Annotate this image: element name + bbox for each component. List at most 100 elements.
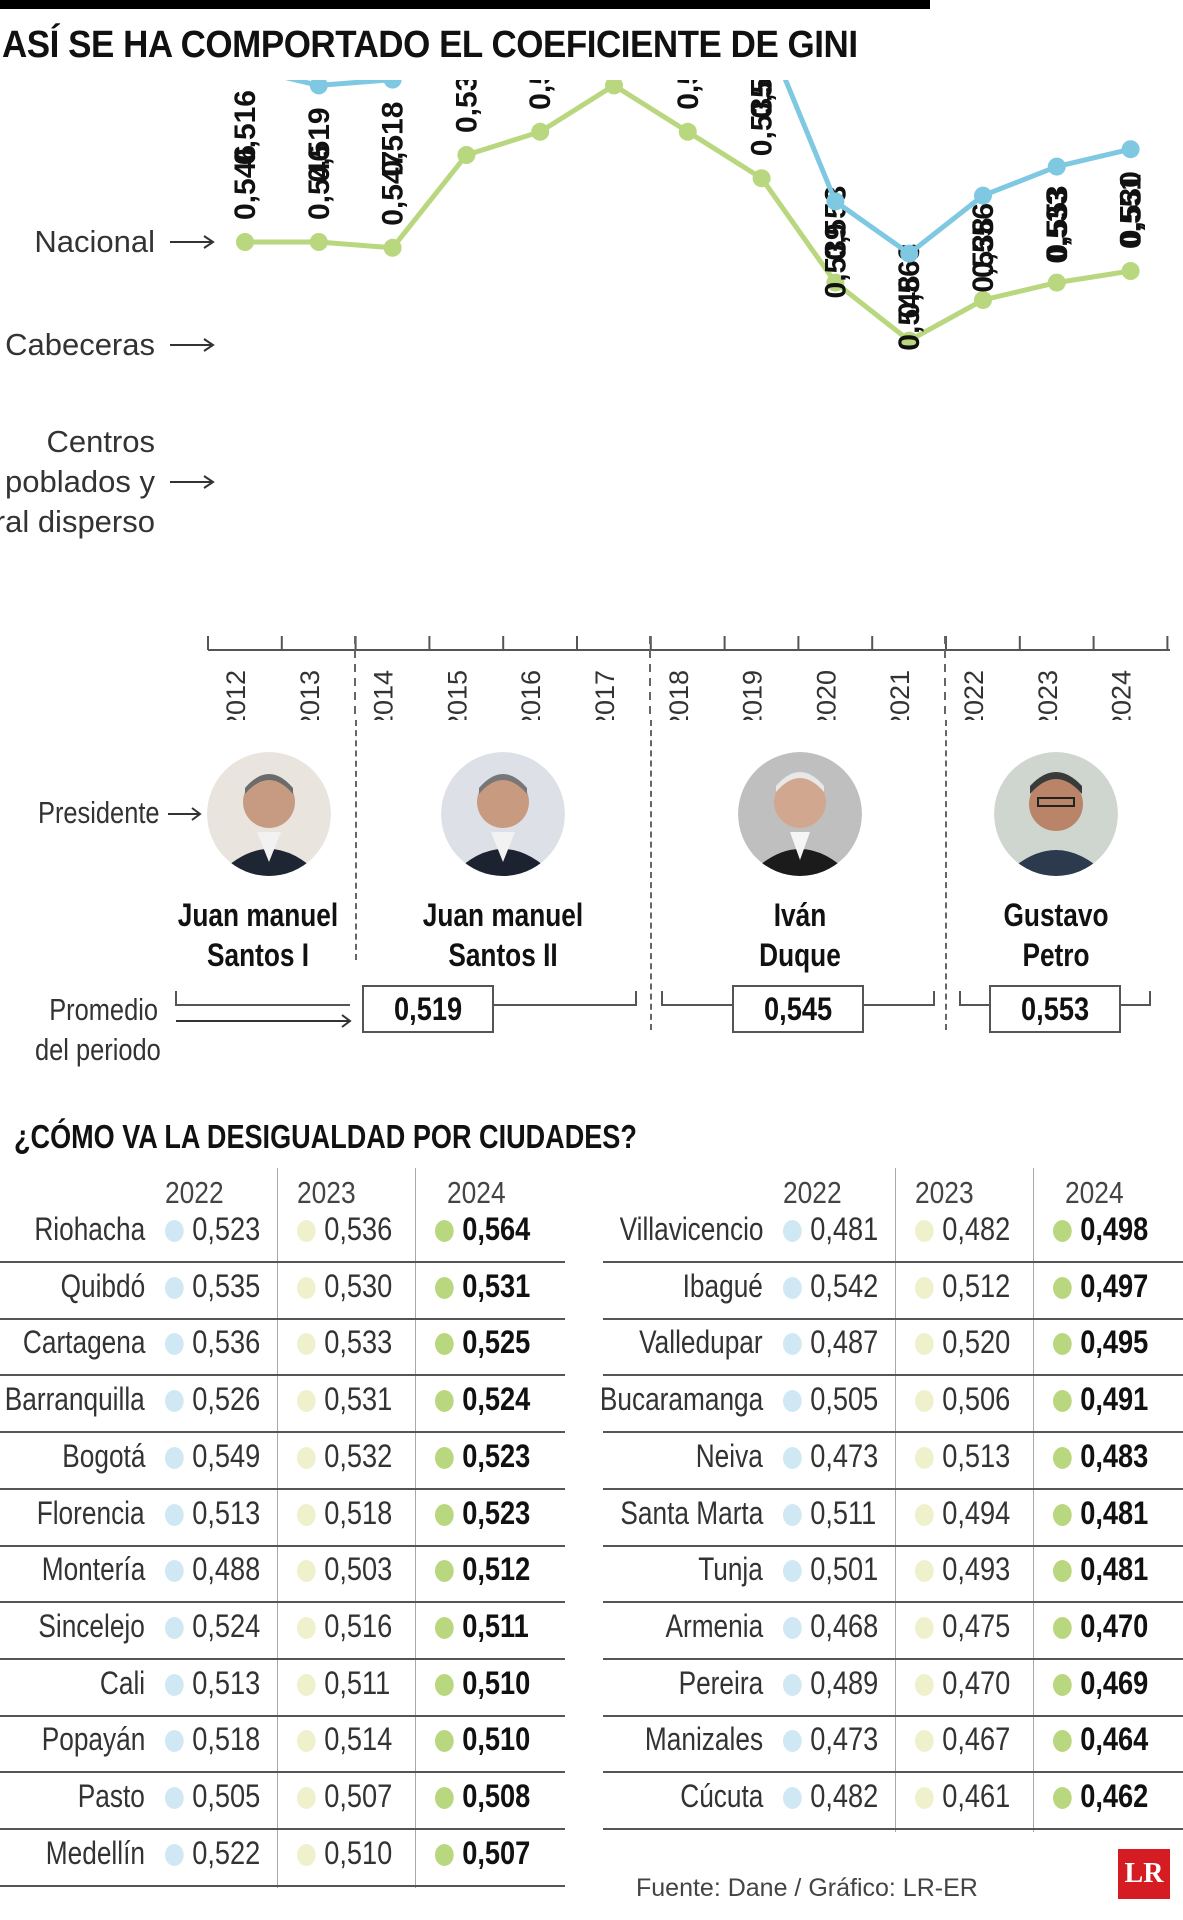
president-name-petro: Gustavo Petro xyxy=(974,895,1138,975)
legend-dot-icon xyxy=(165,1220,184,1242)
president-name-line: Santos I xyxy=(206,937,310,973)
portrait-icon xyxy=(207,752,331,876)
value-text: 0,522 xyxy=(192,1834,261,1871)
value-text: 0,461 xyxy=(942,1778,1011,1814)
column-divider xyxy=(1033,1168,1034,1832)
year-header: 2022 xyxy=(783,1175,842,1210)
data-label: 0,551 xyxy=(1115,174,1148,249)
legend-dot-icon xyxy=(783,1390,802,1413)
legend-dot-icon xyxy=(297,1333,316,1356)
legend-dot-icon xyxy=(915,1673,934,1696)
table-row: Villavicencio 0,481 0,482 0,498 xyxy=(603,1205,1183,1263)
table-row: Armenia 0,468 0,475 0,470 xyxy=(603,1602,1183,1660)
data-label: 0,535 xyxy=(746,81,779,156)
legend-dot-icon xyxy=(915,1560,934,1583)
legend-dot-icon xyxy=(783,1503,802,1526)
city-value: 0,467 xyxy=(915,1721,1010,1758)
city-name: Sincelejo xyxy=(38,1607,145,1644)
city-value: 0,498 xyxy=(1053,1211,1148,1248)
data-point xyxy=(309,233,328,251)
table-row: Sincelejo 0,524 0,516 0,511 xyxy=(0,1602,565,1660)
value-text: 0,468 xyxy=(810,1607,879,1644)
value-text: 0,531 xyxy=(462,1267,531,1304)
table-row: Florencia 0,513 0,518 0,523 xyxy=(0,1489,565,1547)
legend-dot-icon xyxy=(1053,1503,1072,1526)
legend-dot-icon xyxy=(297,1503,316,1526)
table-row: Bogotá 0,549 0,532 0,523 xyxy=(0,1432,565,1490)
value-text: 0,523 xyxy=(462,1494,531,1531)
value-text: 0,467 xyxy=(942,1721,1011,1758)
x-tick-label: 2021 xyxy=(885,670,915,720)
legend-dot-icon xyxy=(915,1446,934,1469)
value-text: 0,526 xyxy=(192,1381,261,1418)
series-label: Centros xyxy=(46,424,155,459)
value-text: 0,495 xyxy=(1080,1324,1149,1361)
value-text: 0,491 xyxy=(1080,1381,1149,1418)
city-value: 0,520 xyxy=(915,1324,1010,1361)
city-value: 0,512 xyxy=(435,1551,530,1588)
president-name-duque: Iván Duque xyxy=(718,895,882,975)
city-value: 0,475 xyxy=(915,1608,1010,1645)
value-text: 0,512 xyxy=(462,1551,531,1588)
legend-dot-icon xyxy=(1053,1560,1072,1583)
city-name: Manizales xyxy=(644,1721,763,1758)
value-text: 0,498 xyxy=(1080,1211,1149,1247)
photo-santos-1 xyxy=(207,752,331,876)
value-text: 0,510 xyxy=(462,1664,531,1701)
legend-dot-icon xyxy=(435,1446,454,1469)
year-header: 2023 xyxy=(297,1175,356,1210)
legend-dot-icon xyxy=(1053,1446,1072,1469)
legend-dot-icon xyxy=(165,1730,184,1753)
value-text: 0,494 xyxy=(942,1494,1011,1531)
value-text: 0,512 xyxy=(942,1267,1011,1304)
value-text: 0,518 xyxy=(192,1721,261,1758)
data-label: 0,508 xyxy=(746,80,779,119)
city-name: Quibdó xyxy=(60,1267,145,1304)
legend-dot-icon xyxy=(1053,1616,1072,1639)
x-tick-label: 2012 xyxy=(221,670,251,720)
value-text: 0,483 xyxy=(1080,1437,1149,1474)
legend-dot-icon xyxy=(915,1787,934,1809)
value-text: 0,523 xyxy=(192,1211,261,1247)
city-name: Montería xyxy=(41,1551,145,1588)
data-label: 0,533 xyxy=(1041,189,1074,264)
city-value: 0,470 xyxy=(1053,1608,1148,1645)
city-value: 0,526 xyxy=(165,1381,260,1418)
legend-dot-icon xyxy=(783,1333,802,1356)
value-text: 0,511 xyxy=(462,1607,529,1644)
legend-dot-icon xyxy=(165,1616,184,1639)
data-label: 0,527 xyxy=(672,80,705,110)
city-value: 0,513 xyxy=(165,1665,260,1702)
city-value: 0,483 xyxy=(1053,1438,1148,1475)
legend-dot-icon xyxy=(435,1730,454,1753)
city-value: 0,503 xyxy=(297,1551,392,1588)
data-point xyxy=(1047,273,1066,292)
legend-dot-icon xyxy=(783,1730,802,1753)
city-value: 0,501 xyxy=(783,1551,878,1588)
city-value: 0,495 xyxy=(1053,1324,1148,1361)
x-tick-label: 2022 xyxy=(959,670,989,720)
city-value: 0,481 xyxy=(1053,1495,1148,1532)
source-note: Fuente: Dane / Gráfico: LR-ER xyxy=(636,1874,978,1902)
data-label: 0,538 xyxy=(967,218,1000,293)
city-value: 0,536 xyxy=(297,1211,392,1248)
value-text: 0,505 xyxy=(810,1381,879,1418)
value-text: 0,507 xyxy=(324,1778,393,1814)
value-text: 0,505 xyxy=(192,1778,261,1814)
city-value: 0,487 xyxy=(783,1324,878,1361)
data-label: 0,546 xyxy=(229,145,262,220)
city-name: Cartagena xyxy=(22,1324,145,1361)
value-text: 0,518 xyxy=(324,1494,393,1531)
legend-dot-icon xyxy=(435,1220,454,1242)
table-row: Manizales 0,473 0,467 0,464 xyxy=(603,1715,1183,1774)
table-row: Quibdó 0,535 0,530 0,531 xyxy=(0,1262,565,1320)
legend-dot-icon xyxy=(915,1503,934,1526)
legend-dot-icon xyxy=(297,1220,316,1242)
legend-dot-icon xyxy=(1053,1220,1072,1242)
legend-dot-icon xyxy=(1053,1730,1072,1753)
city-value: 0,511 xyxy=(297,1665,390,1702)
value-text: 0,482 xyxy=(942,1211,1011,1247)
value-text: 0,481 xyxy=(1080,1551,1149,1588)
city-value: 0,462 xyxy=(1053,1778,1148,1815)
value-text: 0,487 xyxy=(810,1324,879,1361)
